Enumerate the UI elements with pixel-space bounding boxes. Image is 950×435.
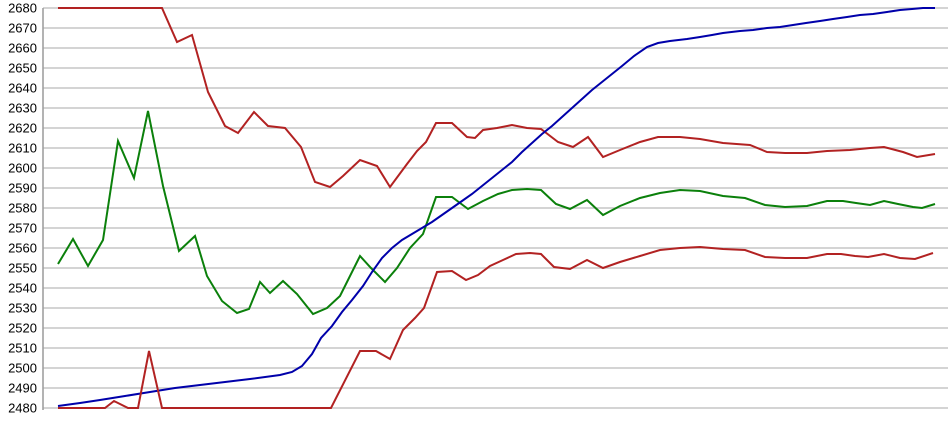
y-axis-tick-label: 2500 bbox=[8, 361, 37, 376]
y-axis-tick-label: 2580 bbox=[8, 201, 37, 216]
y-axis-tick-label: 2620 bbox=[8, 121, 37, 136]
y-axis-tick-label: 2490 bbox=[8, 381, 37, 396]
y-axis-tick-label: 2530 bbox=[8, 301, 37, 316]
y-axis-tick-label: 2600 bbox=[8, 161, 37, 176]
y-axis-tick-label: 2560 bbox=[8, 241, 37, 256]
y-axis-tick-label: 2630 bbox=[8, 101, 37, 116]
y-axis-tick-label: 2660 bbox=[8, 41, 37, 56]
y-axis-tick-label: 2510 bbox=[8, 341, 37, 356]
gridlines-group bbox=[43, 7, 948, 409]
y-axis-labels-group: 2680 2670 2660 2650 2640 2630 2620 2610 2600 2590… bbox=[8, 1, 37, 416]
series-line-red-lower-band bbox=[58, 245, 934, 409]
y-axis-tick-label: 2610 bbox=[8, 141, 37, 156]
y-axis-tick-label: 2650 bbox=[8, 61, 37, 76]
series-line-green-mid-line bbox=[57, 110, 936, 316]
series-line-red-upper-band bbox=[58, 7, 936, 189]
y-axis-tick-label: 2640 bbox=[8, 81, 37, 96]
series-line-blue-rising-line bbox=[57, 7, 935, 407]
y-axis-tick-label: 2590 bbox=[8, 181, 37, 196]
y-axis-tick-label: 2680 bbox=[8, 1, 37, 16]
y-axis-tick-label: 2670 bbox=[8, 21, 37, 36]
y-axis-tick-label: 2550 bbox=[8, 261, 37, 276]
y-axis-tick-label: 2480 bbox=[8, 401, 37, 416]
series-lines-group bbox=[57, 7, 936, 409]
y-axis-tick-label: 2570 bbox=[8, 221, 37, 236]
y-axis-tick-label: 2540 bbox=[8, 281, 37, 296]
y-axis-tick-label: 2520 bbox=[8, 321, 37, 336]
